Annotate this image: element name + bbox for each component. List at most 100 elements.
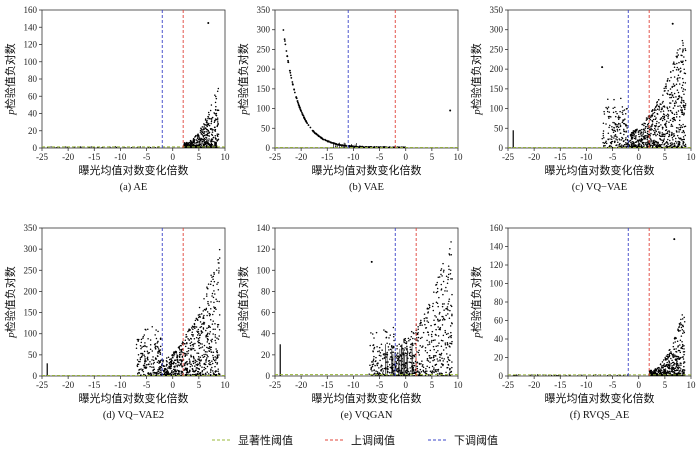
data-point xyxy=(442,360,444,362)
data-point xyxy=(622,140,625,143)
data-point xyxy=(195,317,198,320)
data-point xyxy=(155,371,158,374)
data-point xyxy=(205,357,208,359)
data-point xyxy=(398,363,401,365)
data-point xyxy=(207,283,210,285)
data-point xyxy=(629,139,632,142)
data-point xyxy=(211,138,214,141)
data-point xyxy=(442,317,445,320)
data-point xyxy=(383,329,385,331)
data-point xyxy=(683,56,685,58)
data-point xyxy=(648,143,651,145)
x-tick-label: 10 xyxy=(221,380,231,390)
data-point xyxy=(209,144,211,147)
data-point xyxy=(184,143,187,146)
data-point xyxy=(667,117,669,120)
data-point xyxy=(601,66,604,69)
data-point xyxy=(635,136,637,139)
data-point xyxy=(426,351,428,354)
data-point xyxy=(153,361,155,364)
data-point xyxy=(444,331,447,334)
data-point xyxy=(208,350,210,352)
data-point xyxy=(630,132,633,134)
data-point xyxy=(208,363,210,365)
data-point xyxy=(667,138,669,141)
data-point xyxy=(387,371,389,373)
data-point xyxy=(644,138,646,140)
x-axis-label: 曝光均值对数变化倍数 xyxy=(312,163,422,177)
data-point xyxy=(185,147,187,148)
data-point xyxy=(420,321,422,324)
data-point xyxy=(661,135,663,138)
data-point xyxy=(654,372,657,374)
data-point xyxy=(666,131,669,133)
data-point xyxy=(676,78,679,80)
data-point xyxy=(383,357,386,359)
data-point xyxy=(676,372,678,375)
data-point xyxy=(641,131,643,134)
data-point xyxy=(630,141,632,144)
data-point xyxy=(676,369,678,371)
data-point xyxy=(680,61,683,64)
data-point xyxy=(676,89,679,91)
data-point xyxy=(163,370,165,373)
data-point xyxy=(208,342,210,345)
data-point xyxy=(443,309,445,311)
data-point xyxy=(389,375,391,376)
data-point xyxy=(212,296,215,299)
data-point xyxy=(617,118,620,121)
y-tick-label: 300 xyxy=(490,25,504,35)
data-point xyxy=(447,278,449,281)
data-point xyxy=(679,116,681,118)
data-point xyxy=(283,40,286,42)
data-point xyxy=(624,118,626,120)
y-tick-label: 350 xyxy=(490,5,504,15)
data-point xyxy=(215,118,218,121)
data-point xyxy=(159,359,162,362)
data-point xyxy=(373,337,375,339)
data-point xyxy=(658,107,661,109)
data-point xyxy=(607,138,610,141)
data-point xyxy=(185,368,188,371)
data-point xyxy=(174,351,176,354)
data-point xyxy=(293,88,296,91)
data-point xyxy=(661,126,664,129)
data-point xyxy=(417,340,419,342)
data-point xyxy=(619,123,621,125)
data-point xyxy=(433,291,435,293)
data-point xyxy=(446,282,449,285)
data-point xyxy=(664,85,667,88)
y-tick-label: 100 xyxy=(490,104,504,114)
data-point xyxy=(208,325,211,327)
data-point xyxy=(406,351,409,353)
data-point xyxy=(656,133,659,136)
data-point xyxy=(635,129,638,132)
y-axis-label-rest: 检验值负对数 xyxy=(236,43,250,109)
data-point xyxy=(210,104,213,106)
data-point xyxy=(154,347,157,350)
data-point xyxy=(675,68,678,71)
data-point xyxy=(202,316,205,318)
data-point xyxy=(442,271,445,273)
data-point xyxy=(181,371,184,373)
data-point xyxy=(159,345,162,348)
data-point xyxy=(216,324,219,326)
data-point xyxy=(621,106,624,108)
data-point xyxy=(404,366,407,369)
data-point xyxy=(194,349,196,352)
data-point xyxy=(196,363,199,365)
data-point xyxy=(185,367,187,369)
data-point xyxy=(202,317,204,320)
y-axis-label-p: p xyxy=(471,332,483,339)
data-point xyxy=(431,305,434,308)
data-point xyxy=(183,342,185,345)
data-point xyxy=(632,142,635,145)
data-point xyxy=(207,339,209,341)
data-point xyxy=(660,103,662,106)
data-point xyxy=(214,112,216,115)
data-point xyxy=(681,324,684,327)
data-point xyxy=(405,369,408,372)
data-point xyxy=(643,136,646,139)
data-point xyxy=(410,343,412,346)
data-point xyxy=(616,139,618,141)
